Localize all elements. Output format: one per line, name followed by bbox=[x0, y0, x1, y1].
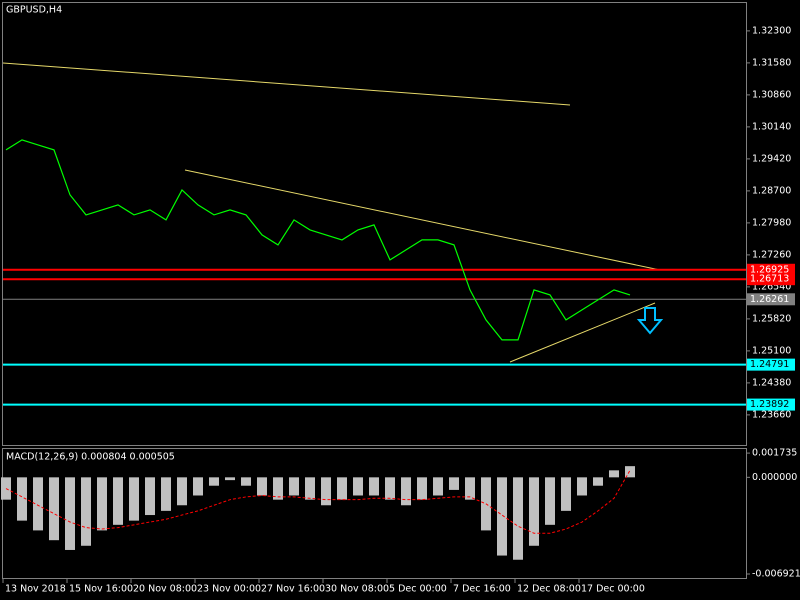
macd-bar bbox=[33, 477, 43, 531]
y-tick-label: 0.000000 bbox=[752, 472, 797, 483]
macd-title: MACD(12,26,9) 0.000804 0.000505 bbox=[6, 452, 175, 463]
x-tick-label: 17 Dec 00:00 bbox=[581, 584, 645, 595]
macd-bar bbox=[417, 477, 427, 500]
macd-bar bbox=[305, 477, 315, 500]
trendline bbox=[509, 302, 656, 363]
level-box bbox=[747, 398, 795, 411]
x-tick-label: 12 Dec 08:00 bbox=[517, 584, 581, 595]
y-tick-label: 1.25820 bbox=[752, 313, 791, 324]
x-tick-label: 7 Dec 16:00 bbox=[453, 584, 511, 595]
y-tick-label: 1.31580 bbox=[752, 57, 791, 68]
macd-bar bbox=[609, 470, 619, 478]
macd-bar bbox=[273, 477, 283, 500]
y-tick-label: 1.23660 bbox=[752, 409, 791, 420]
price-line bbox=[5, 139, 631, 341]
macd-bar bbox=[369, 477, 379, 496]
main-panel bbox=[2, 2, 747, 446]
x-tick-label: 15 Nov 16:00 bbox=[69, 584, 133, 595]
y-tick-label: 1.26540 bbox=[752, 281, 791, 292]
macd-bar bbox=[49, 477, 59, 541]
macd-bar bbox=[513, 477, 523, 560]
x-tick-label: 23 Nov 00:00 bbox=[197, 584, 261, 595]
level-box bbox=[747, 293, 795, 306]
macd-bar bbox=[97, 477, 107, 531]
macd-bar bbox=[401, 477, 411, 506]
macd-panel bbox=[2, 448, 747, 579]
macd-bar bbox=[257, 477, 267, 496]
macd-bar bbox=[81, 477, 91, 546]
macd-bar bbox=[577, 477, 587, 496]
macd-bar bbox=[529, 477, 539, 546]
chart-title: GBPUSD,H4 bbox=[6, 5, 62, 16]
y-tick-label: 1.24380 bbox=[752, 377, 791, 388]
y-tick-label: 1.27260 bbox=[752, 249, 791, 260]
level-label: 1.26925 bbox=[750, 264, 789, 275]
macd-bar bbox=[625, 466, 635, 478]
x-tick-label: 5 Dec 00:00 bbox=[389, 584, 447, 595]
macd-bar bbox=[497, 477, 507, 556]
macd-bar bbox=[289, 477, 299, 496]
macd-bar bbox=[65, 477, 75, 550]
level-label: 1.23892 bbox=[750, 399, 789, 410]
macd-bar bbox=[593, 477, 603, 486]
macd-bar bbox=[17, 477, 27, 521]
macd-bar bbox=[177, 477, 187, 506]
y-tick-label: 1.32300 bbox=[752, 25, 791, 36]
y-tick-label: 1.28700 bbox=[752, 185, 791, 196]
level-label: 1.26713 bbox=[750, 274, 789, 285]
x-tick-label: 13 Nov 2018 bbox=[5, 584, 66, 595]
macd-bar bbox=[193, 477, 203, 496]
macd-bar bbox=[545, 477, 555, 525]
level-label: 1.26261 bbox=[750, 294, 789, 305]
y-tick-label: -0.006921 bbox=[752, 569, 800, 580]
macd-bar bbox=[561, 477, 571, 511]
macd-bar bbox=[449, 477, 459, 490]
x-tick-label: 27 Nov 16:00 bbox=[261, 584, 325, 595]
y-tick-label: 1.29420 bbox=[752, 153, 791, 164]
y-tick-label: 0.001735 bbox=[752, 448, 797, 459]
y-tick-label: 1.27980 bbox=[752, 217, 791, 228]
level-label: 1.24791 bbox=[750, 359, 789, 370]
macd-bar bbox=[321, 477, 331, 506]
signal-line bbox=[5, 470, 631, 534]
y-tick-label: 1.30860 bbox=[752, 89, 791, 100]
macd-bar bbox=[433, 477, 443, 496]
macd-bar bbox=[129, 477, 139, 521]
macd-bar bbox=[161, 477, 171, 511]
level-box bbox=[747, 273, 795, 286]
macd-bar bbox=[241, 477, 251, 486]
trendline bbox=[2, 62, 571, 106]
macd-bar bbox=[145, 477, 155, 516]
macd-bar bbox=[465, 477, 475, 500]
x-tick-label: 20 Nov 08:00 bbox=[133, 584, 197, 595]
macd-bar bbox=[385, 477, 395, 500]
sell-arrow bbox=[636, 307, 664, 335]
macd-bar bbox=[225, 477, 235, 481]
y-tick-label: 1.25100 bbox=[752, 345, 791, 356]
macd-bar bbox=[113, 477, 123, 525]
level-box bbox=[747, 263, 795, 276]
macd-bar bbox=[337, 477, 347, 500]
y-tick-label: 1.30140 bbox=[752, 121, 791, 132]
macd-bar bbox=[353, 477, 363, 496]
trendline bbox=[184, 169, 661, 271]
level-box bbox=[747, 358, 795, 371]
macd-bar bbox=[209, 477, 219, 486]
x-tick-label: 30 Nov 08:00 bbox=[325, 584, 389, 595]
